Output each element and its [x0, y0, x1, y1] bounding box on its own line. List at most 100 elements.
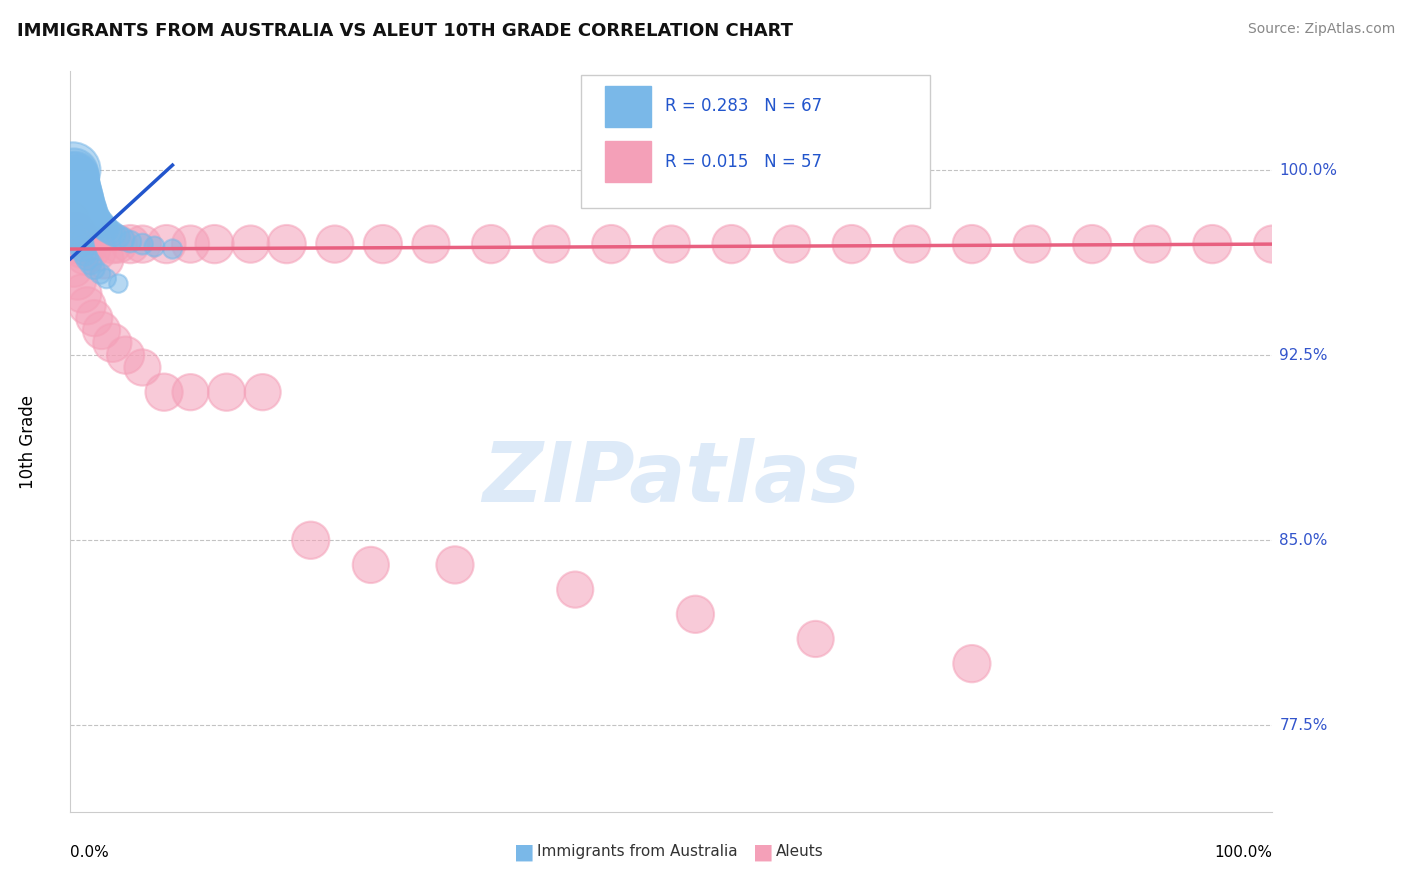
Point — [65, 225, 87, 239]
Point — [63, 207, 86, 221]
Text: 92.5%: 92.5% — [1279, 348, 1327, 363]
Text: ZIPatlas: ZIPatlas — [482, 438, 860, 519]
Point — [65, 218, 87, 232]
Point — [69, 186, 91, 200]
Point — [960, 237, 983, 252]
Point — [70, 237, 93, 252]
Point — [63, 261, 86, 276]
Text: IMMIGRANTS FROM AUSTRALIA VS ALEUT 10TH GRADE CORRELATION CHART: IMMIGRANTS FROM AUSTRALIA VS ALEUT 10TH … — [17, 22, 793, 40]
Point — [661, 237, 683, 252]
Point — [444, 558, 467, 572]
Point — [215, 385, 238, 400]
Text: 77.5%: 77.5% — [1279, 718, 1327, 733]
Point — [69, 178, 91, 192]
Point — [77, 237, 100, 252]
Point — [62, 163, 84, 178]
Point — [479, 237, 502, 252]
Point — [76, 252, 98, 266]
Point — [103, 227, 125, 242]
Text: Immigrants from Australia: Immigrants from Australia — [537, 845, 738, 859]
Point — [66, 173, 89, 187]
Point — [73, 187, 96, 202]
Point — [420, 237, 443, 252]
Point — [101, 335, 124, 350]
Point — [90, 218, 112, 232]
Point — [84, 210, 107, 224]
Point — [76, 193, 98, 207]
Point — [89, 267, 111, 281]
Point — [153, 385, 176, 400]
Point — [131, 237, 153, 252]
Point — [62, 178, 84, 192]
Point — [77, 195, 100, 210]
Point — [76, 299, 98, 313]
Point — [66, 222, 89, 236]
Point — [107, 237, 129, 252]
Point — [60, 190, 83, 204]
Point — [80, 202, 103, 217]
Point — [67, 183, 90, 197]
Point — [67, 232, 90, 246]
Point — [73, 250, 96, 264]
Point — [540, 237, 562, 252]
Point — [60, 212, 83, 227]
Point — [63, 165, 86, 179]
Point — [60, 176, 83, 190]
Point — [600, 237, 623, 252]
Point — [112, 232, 135, 246]
Point — [86, 212, 108, 227]
Point — [685, 607, 707, 622]
Point — [60, 183, 83, 197]
Point — [1021, 237, 1043, 252]
Text: ▪: ▪ — [752, 836, 775, 868]
Text: 100.0%: 100.0% — [1279, 162, 1337, 178]
Point — [63, 176, 86, 190]
Point — [96, 271, 118, 285]
Point — [80, 257, 103, 271]
Point — [900, 237, 922, 252]
Point — [323, 237, 346, 252]
Point — [239, 237, 262, 252]
Point — [80, 200, 103, 214]
Point — [1081, 237, 1104, 252]
Text: Source: ZipAtlas.com: Source: ZipAtlas.com — [1247, 22, 1395, 37]
Point — [180, 237, 202, 252]
Point — [131, 237, 153, 252]
Point — [86, 244, 108, 259]
Point — [65, 170, 87, 185]
Point — [83, 311, 105, 326]
Point — [82, 205, 104, 219]
Point — [960, 657, 983, 671]
Point — [120, 237, 142, 252]
Point — [60, 197, 83, 211]
Point — [371, 237, 394, 252]
Point — [63, 183, 86, 197]
Point — [107, 229, 129, 244]
Point — [804, 632, 827, 646]
Point — [72, 242, 94, 256]
Point — [276, 237, 298, 252]
Point — [162, 242, 184, 256]
Point — [107, 277, 129, 291]
Text: R = 0.015   N = 57: R = 0.015 N = 57 — [665, 153, 823, 170]
Point — [63, 180, 86, 194]
Point — [360, 558, 382, 572]
Point — [180, 385, 202, 400]
Text: 10th Grade: 10th Grade — [20, 394, 37, 489]
Point — [66, 180, 89, 194]
Bar — [605, 141, 651, 182]
Point — [299, 533, 322, 548]
Point — [62, 225, 84, 239]
Point — [90, 323, 112, 337]
Point — [101, 237, 124, 252]
Point — [98, 225, 121, 239]
Point — [720, 237, 742, 252]
Bar — [605, 86, 651, 127]
Point — [67, 227, 90, 242]
Point — [75, 190, 97, 204]
Point — [72, 186, 94, 200]
Text: 85.0%: 85.0% — [1279, 533, 1327, 548]
Point — [66, 274, 89, 288]
Point — [93, 252, 115, 266]
Point — [65, 186, 87, 200]
